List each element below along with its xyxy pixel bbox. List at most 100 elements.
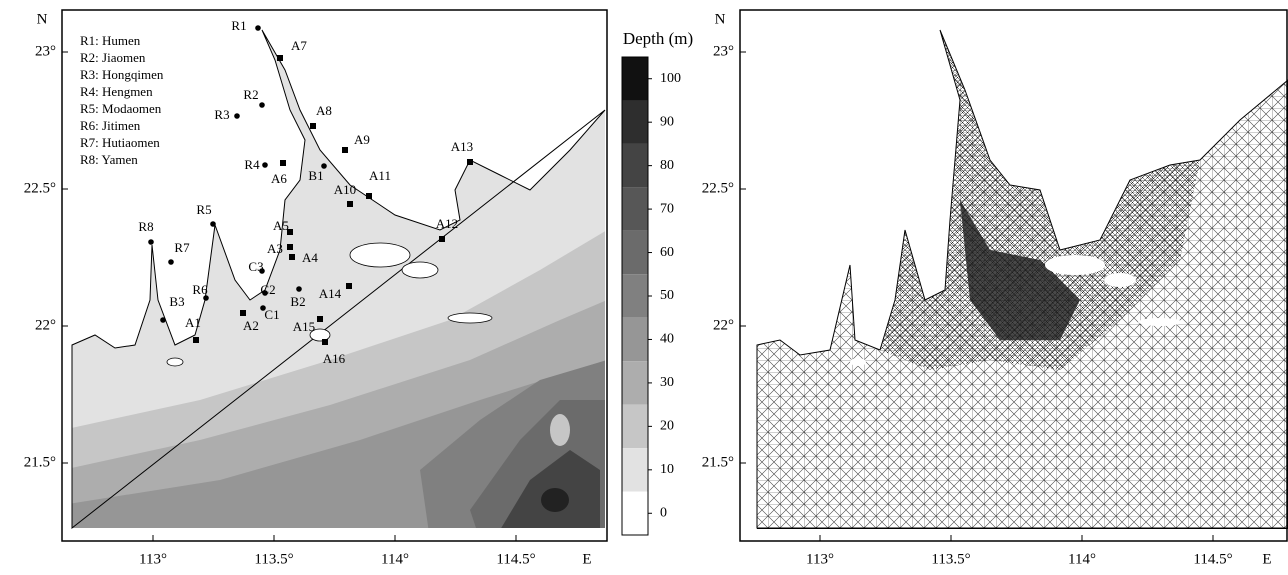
station-label: A2 [243, 318, 259, 333]
station-label: A8 [316, 103, 332, 118]
station-marker [259, 102, 265, 108]
station-marker [210, 221, 216, 227]
colorbar-tick-label: 80 [660, 158, 674, 173]
colorbar-band [622, 491, 648, 535]
station-label: R1 [231, 18, 246, 33]
station-marker [260, 305, 266, 311]
legend-entry: R8: Yamen [80, 152, 138, 167]
lat-tick-label: 22.5° [24, 180, 56, 196]
legend-entry: R3: Hongqimen [80, 67, 164, 82]
station-label: A10 [334, 182, 356, 197]
station-marker [277, 55, 283, 61]
north-label: N [37, 11, 48, 27]
colorbar-tick-label: 40 [660, 332, 674, 347]
east-label: E [582, 551, 591, 567]
lat-tick-label: 22° [35, 317, 56, 333]
station-marker [203, 295, 209, 301]
colorbar-band [622, 361, 648, 405]
colorbar-band [622, 274, 648, 318]
station-label: A15 [293, 319, 315, 334]
station-label: A14 [319, 286, 342, 301]
legend-entry: R2: Jiaomen [80, 50, 146, 65]
station-label: C2 [260, 282, 275, 297]
map-frame [61, 9, 608, 542]
station-label: A13 [451, 139, 473, 154]
station-label: A4 [302, 250, 318, 265]
station-marker [296, 286, 302, 292]
station-marker [193, 337, 199, 343]
station-label: B2 [290, 294, 305, 309]
lon-tick-label: 114° [381, 551, 409, 567]
station-marker [280, 160, 286, 166]
station-marker [342, 147, 348, 153]
lat-tick-label: 22.5° [702, 180, 734, 196]
station-marker [262, 290, 268, 296]
map-frame [739, 9, 1288, 542]
station-label: C1 [264, 307, 279, 322]
colorbar-band [622, 143, 648, 188]
station-label: A7 [291, 38, 307, 53]
station-label: R7 [174, 240, 190, 255]
colorbar-tick-label: 20 [660, 419, 674, 434]
station-marker [346, 283, 352, 289]
lon-tick-label: 113° [139, 551, 167, 567]
lon-tick-label: 113.5° [931, 551, 970, 567]
lon-tick-label: 114° [1068, 551, 1096, 567]
colorbar-tick-label: 70 [660, 201, 674, 216]
legend-entry: R5: Modaomen [80, 101, 162, 116]
station-label: A6 [271, 171, 287, 186]
station-marker [321, 163, 327, 169]
colorbar-band [622, 57, 648, 101]
colorbar-band [622, 187, 648, 231]
station-label: R5 [196, 202, 211, 217]
station-label: B1 [308, 168, 323, 183]
station-marker [317, 316, 323, 322]
lon-tick-label: 114.5° [496, 551, 535, 567]
station-label: R3 [214, 107, 229, 122]
station-label: C3 [248, 259, 263, 274]
station-label: R6 [192, 282, 208, 297]
station-marker [287, 229, 293, 235]
lon-tick-label: 114.5° [1193, 551, 1232, 567]
colorbar-band [622, 230, 648, 275]
station-marker [439, 236, 445, 242]
colorbar-band [622, 100, 648, 144]
station-label: A12 [436, 216, 458, 231]
station-label: A11 [369, 168, 391, 183]
mesh-map [756, 29, 1288, 529]
station-label: A5 [273, 218, 289, 233]
legend-entry: R4: Hengmen [80, 84, 153, 99]
colorbar-tick-label: 10 [660, 462, 674, 477]
station-marker [259, 268, 265, 274]
legend-entry: R7: Hutiaomen [80, 135, 160, 150]
station-marker [262, 162, 268, 168]
north-label: N [715, 11, 726, 27]
lat-tick-label: 23° [35, 43, 56, 59]
station-label: A1 [185, 315, 201, 330]
colorbar-band [622, 404, 648, 449]
station-label: R4 [244, 157, 260, 172]
lat-tick-label: 21.5° [702, 454, 734, 470]
station-marker [234, 113, 240, 119]
colorbar-band [622, 448, 648, 492]
station-label: B3 [169, 294, 184, 309]
station-label: A3 [267, 241, 283, 256]
station-label: R8 [138, 219, 153, 234]
legend-entry: R6: Jitimen [80, 118, 141, 133]
station-label: A9 [354, 132, 370, 147]
station-label: A16 [323, 351, 346, 366]
station-marker [366, 193, 372, 199]
station-marker [310, 123, 316, 129]
colorbar-tick-label: 0 [660, 505, 667, 520]
lat-tick-label: 21.5° [24, 454, 56, 470]
colorbar-tick-label: 90 [660, 114, 674, 129]
colorbar-tick-label: 50 [660, 288, 674, 303]
colorbar-band [622, 317, 648, 362]
station-marker [255, 25, 261, 31]
station-marker [322, 339, 328, 345]
station-marker [347, 201, 353, 207]
colorbar-title: Depth (m) [623, 29, 693, 48]
colorbar-tick-label: 100 [660, 71, 681, 86]
station-marker [289, 254, 295, 260]
